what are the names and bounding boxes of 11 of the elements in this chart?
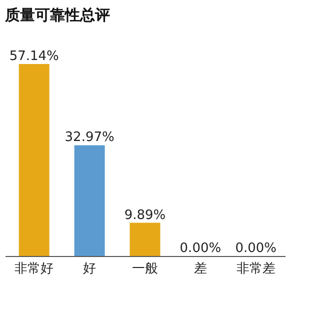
x-tick-label: 差 (194, 262, 207, 276)
data-label: 32.97% (64, 130, 114, 146)
x-tick-label: 好 (83, 262, 96, 276)
x-tick-label: 非常好 (14, 262, 54, 276)
data-label: 57.14% (9, 49, 59, 64)
chart-title: 质量可靠性总评 (4, 6, 110, 24)
data-label: 0.00% (235, 241, 277, 256)
x-tick-label: 一般 (132, 262, 158, 276)
x-tick-label: 非常差 (236, 262, 276, 276)
data-label: 0.00% (180, 241, 222, 256)
data-label: 9.89% (124, 208, 166, 223)
